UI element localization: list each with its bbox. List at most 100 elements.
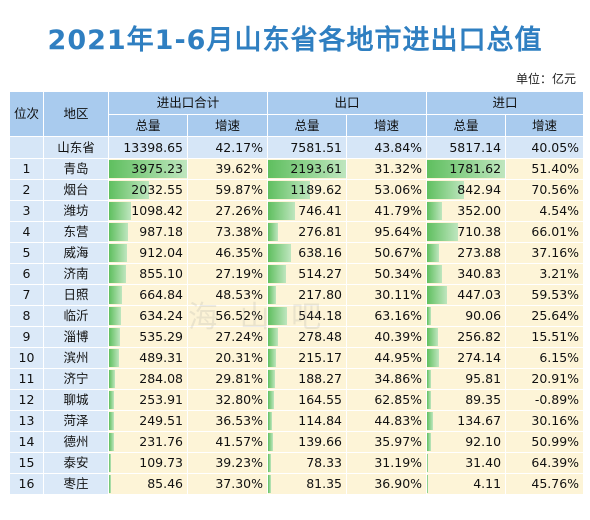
data-bar [427,181,464,199]
cell-value: 35.97% [374,434,423,449]
export-growth-cell: 44.95% [346,347,428,369]
data-bar [268,202,295,220]
cell-value: 273.88 [457,245,502,260]
cell-value: 泰安 [63,455,89,470]
data-bar [268,370,275,388]
total-growth-cell: 73.38% [186,221,269,243]
export-growth-cell: 50.67% [346,242,428,264]
province-import: 5817.14 [426,136,507,159]
cell-value: 烟台 [63,182,89,197]
import-growth-cell: 51.40% [505,158,585,180]
total-cell: 987.18 [108,221,188,243]
cell-value: 潍坊 [63,203,89,218]
province-row: 山东省 13398.65 42.17% 7581.51 43.84% 5817.… [9,136,585,159]
cell-value: 15.51% [531,329,580,344]
province-import-growth: 40.05% [505,136,585,159]
cell-value: 139.66 [298,434,343,449]
data-bar [268,286,276,304]
import-cell: 92.10 [426,431,507,453]
cell-value: 59.53% [531,287,580,302]
cell-value: 4 [22,224,31,239]
city-cell: 日照 [43,284,109,306]
cell-value: 滨州 [63,350,89,365]
cell-value: 16 [18,476,35,491]
cell-value: 威海 [63,245,89,260]
cell-value: 聊城 [63,392,89,407]
data-bar [109,244,127,262]
cell-value: 81.35 [306,476,343,491]
trade-table: 位次 地区 进出口合计 出口 进口 总量 增速 总量 增速 总量 增速 山东省 … [9,91,585,495]
total-cell: 2032.55 [108,179,188,201]
total-cell: 664.84 [108,284,188,306]
total-growth-cell: 56.52% [186,305,269,327]
data-bar [427,286,447,304]
cell-value: 90.06 [465,308,502,323]
data-bar [268,307,288,325]
cell-value: 276.81 [298,224,343,239]
cell-value: 菏泽 [63,413,89,428]
table-row: 1 青岛 3975.23 39.62% 2193.61 31.32% 1781.62 51.4… [9,158,585,180]
cell-value: 78.33 [306,455,343,470]
table-row: 13 菏泽 249.51 36.53% 114.84 44.83% 134.67 30.16% [9,410,585,432]
cell-value: 664.84 [139,287,183,302]
table-row: 2 烟台 2032.55 59.87% 1189.62 53.06% 842.94 70.56… [9,179,585,201]
province-total: 13398.65 [108,136,188,159]
data-bar [427,349,440,367]
cell-value: 36.53% [215,413,264,428]
cell-value: 40.39% [374,329,423,344]
export-growth-cell: 95.64% [346,221,428,243]
data-bar [109,181,149,199]
import-cell: 842.94 [426,179,507,201]
import-growth-cell: 30.16% [505,410,585,432]
table-row: 4 东营 987.18 73.38% 276.81 95.64% 710.38 66.01% [9,221,585,243]
import-growth-cell: 50.99% [505,431,585,453]
cell-value: 29.81% [215,371,264,386]
data-bar [268,349,276,367]
province-export-growth: 43.84% [346,136,428,159]
city-cell: 泰安 [43,452,109,474]
cell-value: 2032.55 [131,182,183,197]
export-cell: 81.35 [267,473,348,495]
total-growth-cell: 59.87% [186,179,269,201]
cell-value: 544.18 [298,308,343,323]
export-cell: 514.27 [267,263,348,285]
cell-value: 352.00 [457,203,502,218]
export-cell: 217.80 [267,284,348,306]
cell-value: 41.79% [374,203,423,218]
city-cell: 枣庄 [43,473,109,495]
data-bar [427,223,459,241]
table-row: 3 潍坊 1098.42 27.26% 746.41 41.79% 352.00 4.54% [9,200,585,222]
cell-value: 46.35% [215,245,264,260]
city-cell: 威海 [43,242,109,264]
total-growth-cell: 27.19% [186,263,269,285]
import-cell: 1781.62 [426,158,507,180]
import-cell: 274.14 [426,347,507,369]
cell-value: 73.38% [215,224,264,239]
province-total-growth: 42.17% [186,136,269,159]
table-row: 16 枣庄 85.46 37.30% 81.35 36.90% 4.11 45.76% [9,473,585,495]
export-cell: 2193.61 [267,158,348,180]
import-growth-cell: 37.16% [505,242,585,264]
import-cell: 352.00 [426,200,507,222]
cell-value: 256.82 [457,329,502,344]
export-cell: 78.33 [267,452,348,474]
cell-value: 6 [22,266,31,281]
cell-value: 535.29 [139,329,183,344]
page-title: 2021年1-6月山东省各地市进出口总值 [47,25,543,56]
cell-value: 62.85% [374,392,423,407]
cell-value: 45.76% [531,476,580,491]
total-growth-cell: 37.30% [186,473,269,495]
cell-value: 37.30% [215,476,264,491]
import-growth-cell: 3.21% [505,263,585,285]
import-growth-cell: 25.64% [505,305,585,327]
data-bar [109,454,112,472]
city-cell: 临沂 [43,305,109,327]
cell-value: 9 [22,329,31,344]
region-header: 地区 [43,91,109,137]
export-growth-cell: 34.86% [346,368,428,390]
cell-value: 447.03 [457,287,502,302]
data-bar [109,349,119,367]
cell-value: 31.32% [374,161,423,176]
import-cell: 89.35 [426,389,507,411]
data-bar [109,307,122,325]
